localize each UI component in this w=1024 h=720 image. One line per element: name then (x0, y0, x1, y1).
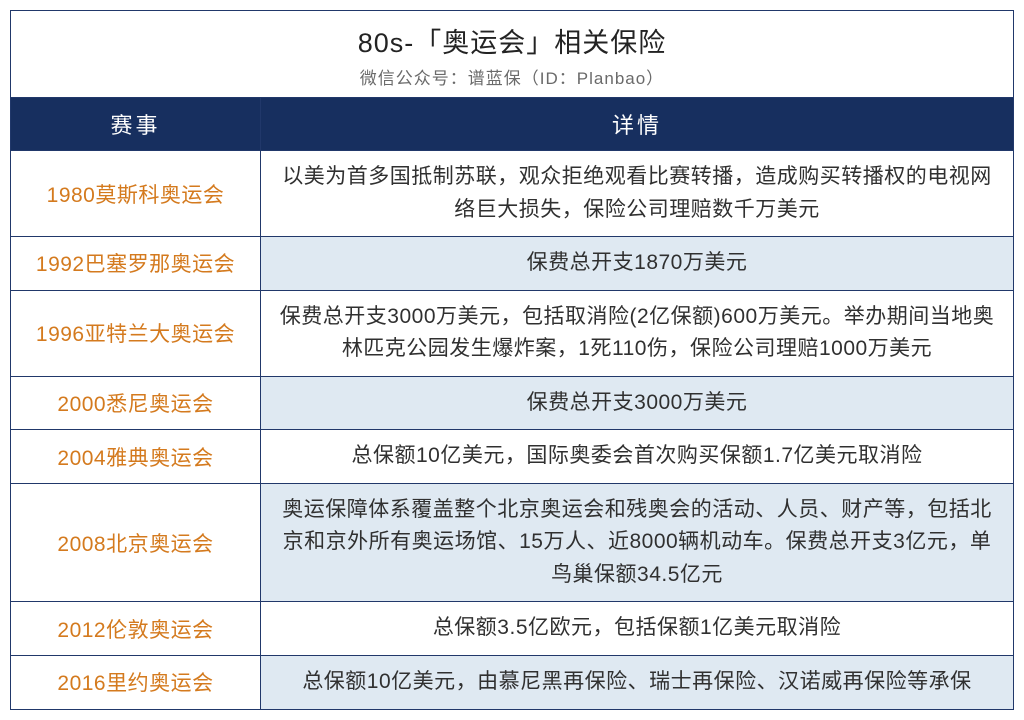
title-row: 80s-「奥运会」相关保险 微信公众号：谱蓝保（ID：Planbao） (11, 11, 1014, 98)
detail-cell: 以美为首多国抵制苏联，观众拒绝观看比赛转播，造成购买转播权的电视网络巨大损失，保… (261, 151, 1014, 237)
event-cell: 2004雅典奥运会 (11, 430, 261, 484)
table-container: 80s-「奥运会」相关保险 微信公众号：谱蓝保（ID：Planbao） 赛事 详… (0, 0, 1024, 720)
event-cell: 1992巴塞罗那奥运会 (11, 237, 261, 291)
event-cell: 2016里约奥运会 (11, 656, 261, 710)
detail-cell: 总保额10亿美元，由慕尼黑再保险、瑞士再保险、汉诺威再保险等承保 (261, 656, 1014, 710)
title-cell: 80s-「奥运会」相关保险 微信公众号：谱蓝保（ID：Planbao） (11, 11, 1014, 98)
table-row: 1996亚特兰大奥运会保费总开支3000万美元，包括取消险(2亿保额)600万美… (11, 290, 1014, 376)
page-title: 80s-「奥运会」相关保险 (11, 21, 1013, 60)
detail-cell: 保费总开支3000万美元 (261, 376, 1014, 430)
table-row: 2016里约奥运会总保额10亿美元，由慕尼黑再保险、瑞士再保险、汉诺威再保险等承… (11, 656, 1014, 710)
table-row: 2000悉尼奥运会保费总开支3000万美元 (11, 376, 1014, 430)
table-row: 2012伦敦奥运会总保额3.5亿欧元，包括保额1亿美元取消险 (11, 602, 1014, 656)
header-row: 赛事 详情 (11, 98, 1014, 151)
table-row: 2008北京奥运会奥运保障体系覆盖整个北京奥运会和残奥会的活动、人员、财产等，包… (11, 483, 1014, 602)
event-cell: 1996亚特兰大奥运会 (11, 290, 261, 376)
detail-cell: 保费总开支1870万美元 (261, 237, 1014, 291)
event-cell: 2000悉尼奥运会 (11, 376, 261, 430)
event-cell: 1980莫斯科奥运会 (11, 151, 261, 237)
table-row: 2004雅典奥运会总保额10亿美元，国际奥委会首次购买保额1.7亿美元取消险 (11, 430, 1014, 484)
table-row: 1980莫斯科奥运会以美为首多国抵制苏联，观众拒绝观看比赛转播，造成购买转播权的… (11, 151, 1014, 237)
table-row: 1992巴塞罗那奥运会保费总开支1870万美元 (11, 237, 1014, 291)
event-cell: 2008北京奥运会 (11, 483, 261, 602)
event-cell: 2012伦敦奥运会 (11, 602, 261, 656)
page-subtitle: 微信公众号：谱蓝保（ID：Planbao） (11, 64, 1013, 89)
detail-cell: 总保额10亿美元，国际奥委会首次购买保额1.7亿美元取消险 (261, 430, 1014, 484)
detail-cell: 奥运保障体系覆盖整个北京奥运会和残奥会的活动、人员、财产等，包括北京和京外所有奥… (261, 483, 1014, 602)
detail-cell: 保费总开支3000万美元，包括取消险(2亿保额)600万美元。举办期间当地奥林匹… (261, 290, 1014, 376)
olympics-insurance-table: 80s-「奥运会」相关保险 微信公众号：谱蓝保（ID：Planbao） 赛事 详… (10, 10, 1014, 710)
detail-cell: 总保额3.5亿欧元，包括保额1亿美元取消险 (261, 602, 1014, 656)
col-header-detail: 详情 (261, 98, 1014, 151)
col-header-event: 赛事 (11, 98, 261, 151)
